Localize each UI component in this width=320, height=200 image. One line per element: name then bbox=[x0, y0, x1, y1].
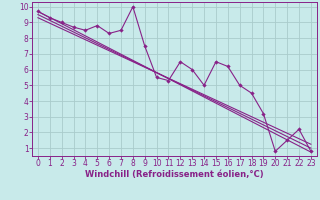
X-axis label: Windchill (Refroidissement éolien,°C): Windchill (Refroidissement éolien,°C) bbox=[85, 170, 264, 179]
